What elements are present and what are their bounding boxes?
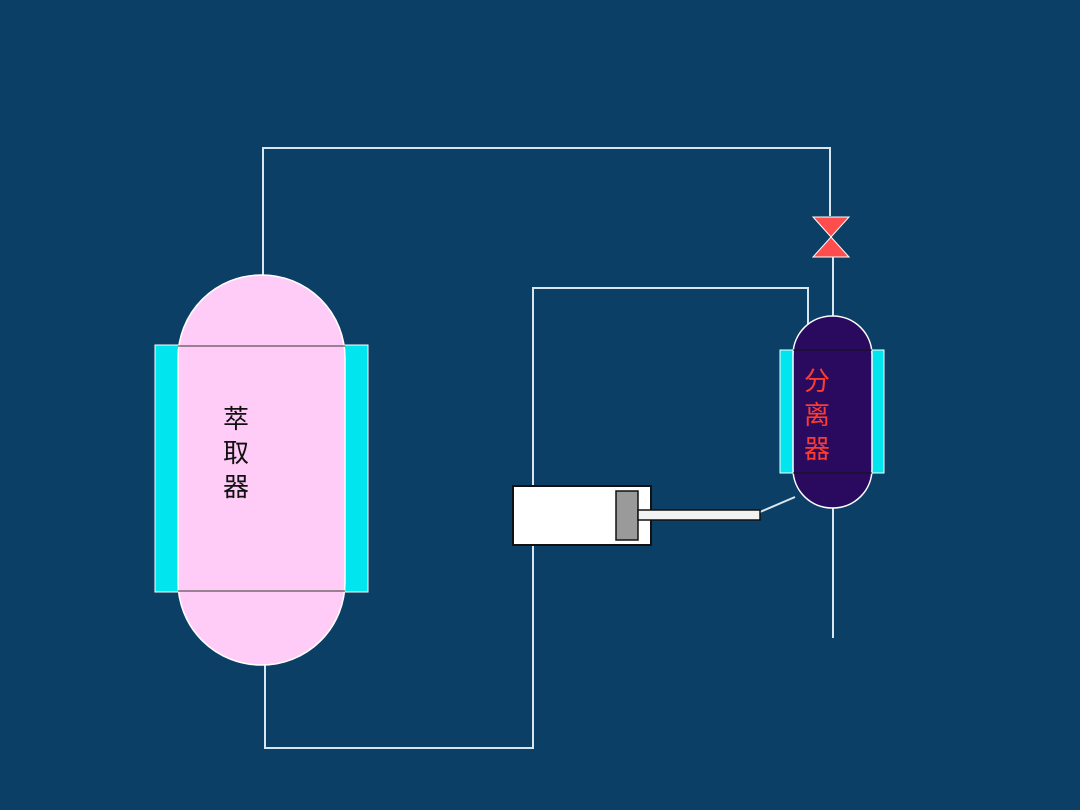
top-pipe [262,147,831,276]
piston-rod [637,509,761,521]
separator-vessel [779,315,885,509]
pump-to-separator-pipe [532,287,809,486]
extractor-label-char-3: 器 [222,473,249,503]
extractor-label: 萃 取 器 [216,403,256,505]
valve-bottom-triangle [811,236,851,258]
pipes [262,147,834,749]
pump-cylinder [512,485,761,546]
extractor-vessel [154,274,369,666]
separator-label-char-1: 分 [803,367,830,397]
valve-top-triangle [811,216,851,238]
pump-piston [615,490,639,541]
bottom-return-pipe [264,545,534,749]
extractor-label-char-1: 萃 [222,405,249,435]
separator-label-char-3: 器 [803,435,830,465]
separator-label: 分 离 器 [797,365,837,467]
extractor-body [177,274,346,666]
extractor-label-char-2: 取 [222,439,249,469]
separator-body [792,315,873,509]
separator-label-char-2: 离 [803,401,830,431]
piston-link [759,496,796,513]
valve [811,216,851,258]
